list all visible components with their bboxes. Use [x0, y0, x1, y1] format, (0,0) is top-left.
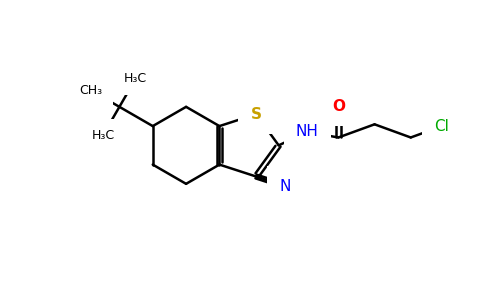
Text: S: S — [251, 107, 261, 122]
Text: NH: NH — [296, 124, 319, 140]
Text: CH₃: CH₃ — [79, 84, 103, 97]
Text: H₃C: H₃C — [124, 72, 147, 85]
Text: H₃C: H₃C — [91, 129, 115, 142]
Text: O: O — [332, 99, 345, 114]
Text: Cl: Cl — [434, 119, 449, 134]
Text: N: N — [280, 178, 291, 194]
